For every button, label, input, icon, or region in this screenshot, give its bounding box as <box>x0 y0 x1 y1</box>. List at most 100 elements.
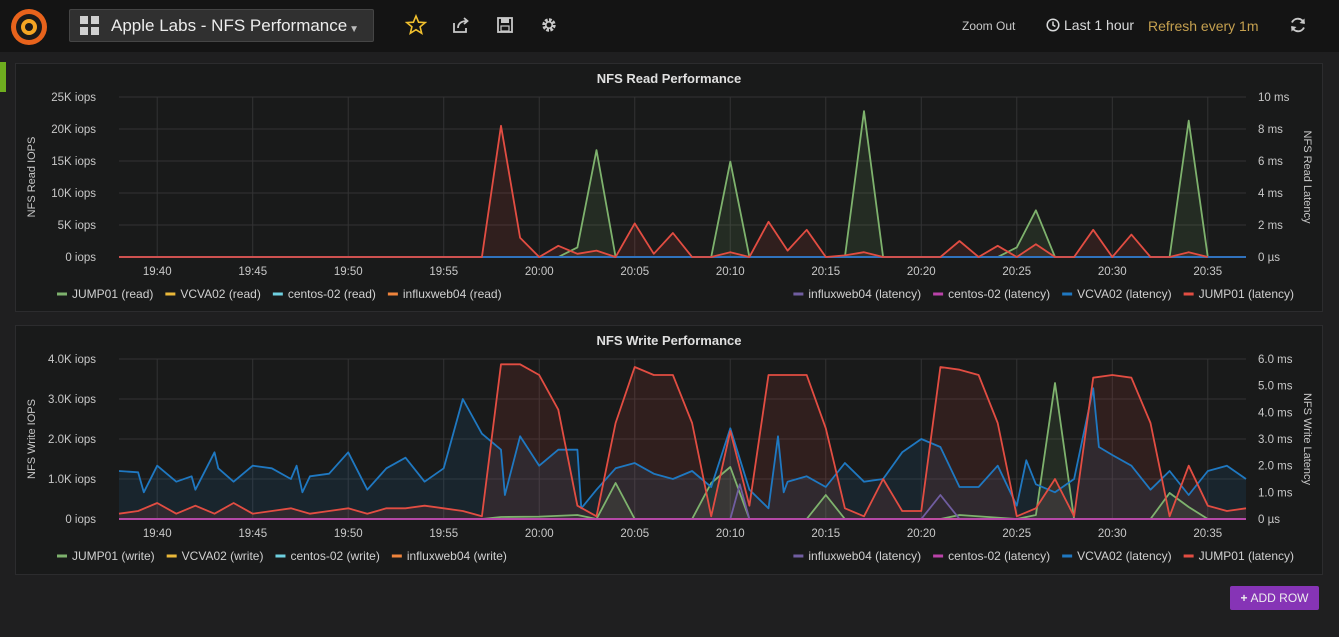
x-tick-label: 19:55 <box>429 528 458 540</box>
series-area <box>119 125 1208 257</box>
y-tick-label: 3.0K iops <box>48 394 96 406</box>
y-tick-label: 15K iops <box>51 156 96 168</box>
y-tick-label: 20K iops <box>51 124 96 136</box>
add-row-label: ADD ROW <box>1250 591 1309 605</box>
x-tick-label: 19:55 <box>429 266 458 278</box>
legend-item: centos-02 (latency) <box>948 287 1050 301</box>
x-tick-label: 20:30 <box>1098 266 1127 278</box>
legend-item: VCVA02 (latency) <box>1077 549 1171 563</box>
y2-tick-label: 4 ms <box>1258 188 1283 200</box>
legend-item: JUMP01 (write) <box>72 549 155 563</box>
panel-nfs-write: NFS Write Performance 0 iops 1.0K iops 2.0… <box>15 325 1323 575</box>
star-icon[interactable] <box>405 14 427 36</box>
x-tick-label: 20:10 <box>716 266 745 278</box>
legend-item: VCVA02 (read) <box>180 287 260 301</box>
x-tick-label: 20:05 <box>620 266 649 278</box>
x-tick-label: 20:15 <box>811 266 840 278</box>
y-tick-label: 0 iops <box>65 514 96 526</box>
x-tick-label: 20:30 <box>1098 528 1127 540</box>
legend-item: JUMP01 (latency) <box>1199 549 1294 563</box>
legend-item: VCVA02 (latency) <box>1077 287 1171 301</box>
y2-axis-label: NFS Read Latency <box>1301 131 1313 224</box>
refresh-interval-label[interactable]: Refresh every 1m <box>1148 18 1259 34</box>
x-tick-label: 20:15 <box>811 528 840 540</box>
y2-axis-label: NFS Write Latency <box>1301 393 1313 486</box>
share-icon[interactable] <box>450 14 472 36</box>
legend-item: centos-02 (read) <box>288 287 376 301</box>
x-tick-label: 20:25 <box>1002 528 1031 540</box>
dashboard-grid-icon <box>80 16 99 35</box>
grafana-logo-icon[interactable] <box>10 8 48 46</box>
y2-tick-label: 0 µs <box>1258 252 1280 264</box>
time-range-label: Last 1 hour <box>1064 17 1135 33</box>
x-tick-label: 20:20 <box>907 528 936 540</box>
y-axis-label: NFS Read IOPS <box>26 137 38 218</box>
series-area <box>119 388 1246 519</box>
series-line <box>118 387 1247 510</box>
y2-tick-label: 1.0 ms <box>1258 487 1293 499</box>
add-row-button[interactable]: + ADD ROW <box>1230 586 1319 610</box>
series-area <box>119 364 1246 519</box>
nfs-read-chart: 0 iops 5K iops 10K iops 15K iops 20K iops 25K… <box>26 92 1313 301</box>
x-tick-label: 19:50 <box>334 266 363 278</box>
y-tick-label: 25K iops <box>51 92 96 104</box>
y2-tick-label: 0 µs <box>1258 514 1280 526</box>
legend-item: centos-02 (write) <box>290 549 379 563</box>
y-tick-label: 1.0K iops <box>48 474 96 486</box>
row-collapse-marker[interactable] <box>0 62 6 92</box>
y2-tick-label: 8 ms <box>1258 124 1283 136</box>
legend-item: influxweb04 (read) <box>403 287 502 301</box>
y2-tick-label: 10 ms <box>1258 92 1290 104</box>
x-tick-label: 20:10 <box>716 528 745 540</box>
y-axis-label: NFS Write IOPS <box>26 399 38 479</box>
save-icon[interactable] <box>494 14 516 36</box>
x-tick-label: 19:45 <box>238 528 267 540</box>
legend-item: influxweb04 (latency) <box>808 549 921 563</box>
y2-tick-label: 6.0 ms <box>1258 354 1293 366</box>
settings-gear-icon[interactable] <box>538 14 560 36</box>
x-tick-label: 19:45 <box>238 266 267 278</box>
x-tick-label: 20:00 <box>525 266 554 278</box>
x-tick-label: 20:25 <box>1002 266 1031 278</box>
y-tick-label: 5K iops <box>58 220 97 232</box>
y2-tick-label: 2 ms <box>1258 220 1283 232</box>
x-tick-label: 20:20 <box>907 266 936 278</box>
series-line <box>119 124 1209 258</box>
series-area <box>119 111 1208 257</box>
plus-icon: + <box>1240 591 1248 605</box>
legend-item: influxweb04 (write) <box>407 549 507 563</box>
y2-tick-label: 3.0 ms <box>1258 434 1293 446</box>
dashboard-picker-button[interactable]: Apple Labs - NFS Performance ▼ <box>69 9 374 42</box>
panel-title[interactable]: NFS Write Performance <box>596 333 742 348</box>
dashboard-title: Apple Labs - NFS Performance <box>111 15 348 35</box>
y-tick-label: 10K iops <box>51 188 96 200</box>
legend-item: centos-02 (latency) <box>948 549 1050 563</box>
y-tick-label: 0 iops <box>65 252 96 264</box>
legend-item: influxweb04 (latency) <box>808 287 921 301</box>
y-tick-label: 2.0K iops <box>48 434 96 446</box>
x-tick-label: 20:35 <box>1193 266 1222 278</box>
top-navbar: Apple Labs - NFS Performance ▼ Zoom Out … <box>0 0 1339 52</box>
y2-tick-label: 2.0 ms <box>1258 461 1293 473</box>
time-range-picker[interactable]: Last 1 hour <box>1046 17 1134 33</box>
zoom-out-button[interactable]: Zoom Out <box>962 19 1016 33</box>
x-tick-label: 20:35 <box>1193 528 1222 540</box>
series-line <box>118 363 1247 518</box>
x-tick-label: 20:00 <box>525 528 554 540</box>
y2-tick-label: 6 ms <box>1258 156 1283 168</box>
x-tick-label: 20:05 <box>620 528 649 540</box>
caret-down-icon: ▼ <box>349 24 359 35</box>
x-tick-label: 19:40 <box>143 528 172 540</box>
x-tick-label: 19:40 <box>143 266 172 278</box>
refresh-icon[interactable] <box>1287 14 1309 36</box>
legend-item: VCVA02 (write) <box>182 549 264 563</box>
legend-item: JUMP01 (latency) <box>1199 287 1294 301</box>
nfs-write-chart: 0 iops 1.0K iops 2.0K iops 3.0K iops 4.0K io… <box>26 354 1313 563</box>
y-tick-label: 4.0K iops <box>48 354 96 366</box>
panel-nfs-read: NFS Read Performance 0 iops 5K iops 10K io… <box>15 63 1323 312</box>
x-tick-label: 19:50 <box>334 528 363 540</box>
y2-tick-label: 5.0 ms <box>1258 381 1293 393</box>
y2-tick-label: 4.0 ms <box>1258 407 1293 419</box>
panel-title[interactable]: NFS Read Performance <box>596 71 742 86</box>
clock-icon <box>1046 18 1060 32</box>
